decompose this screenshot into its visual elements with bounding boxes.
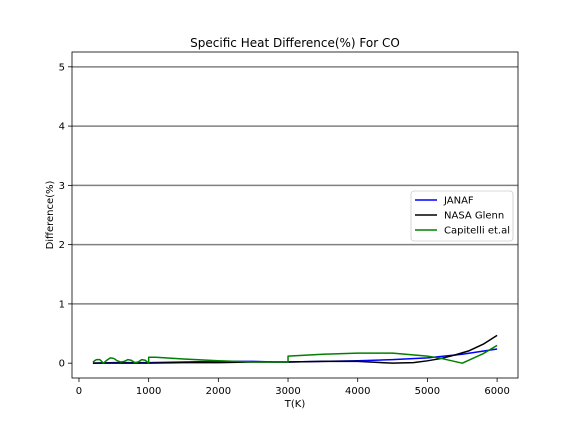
y-axis-label: Difference(%): [45, 180, 56, 249]
plot-frame: [71, 51, 519, 379]
legend-label-capitelli-et-al: Capitelli et.al: [444, 226, 510, 237]
series-line-nasa-glenn: [92, 334, 498, 364]
x-tick-label: 3000: [275, 386, 300, 397]
y-tick-label: 5: [59, 62, 65, 73]
x-tick-label: 1000: [136, 386, 161, 397]
legend-label-nasa-glenn: NASA Glenn: [444, 211, 504, 222]
y-tick-label: 4: [59, 122, 65, 133]
y-axis-ticks: 0 1 2 3 4 5: [59, 62, 72, 370]
x-axis-label: T(K): [284, 399, 306, 410]
y-tick-label: 1: [59, 299, 65, 310]
x-tick-label: 2000: [206, 386, 231, 397]
grid-lines: [72, 66, 518, 305]
y-tick-label: 0: [59, 359, 65, 370]
legend-label-janaf: JANAF: [443, 196, 474, 207]
y-tick-label: 3: [59, 181, 65, 192]
x-tick-label: 0: [76, 386, 82, 397]
legend-box: [410, 190, 514, 242]
y-tick-label: 2: [59, 240, 65, 251]
x-tick-label: 5000: [415, 386, 440, 397]
chart-title: Specific Heat Difference(%) For CO: [190, 36, 400, 50]
series-layer: [92, 334, 498, 364]
series-line-capitelli-et-al: [92, 344, 498, 364]
legend: JANAF NASA Glenn Capitelli et.al: [410, 190, 514, 242]
x-tick-label: 4000: [345, 386, 370, 397]
x-axis-ticks: 0 1000 2000 3000 4000 5000 6000: [76, 378, 510, 397]
x-tick-label: 6000: [484, 386, 509, 397]
